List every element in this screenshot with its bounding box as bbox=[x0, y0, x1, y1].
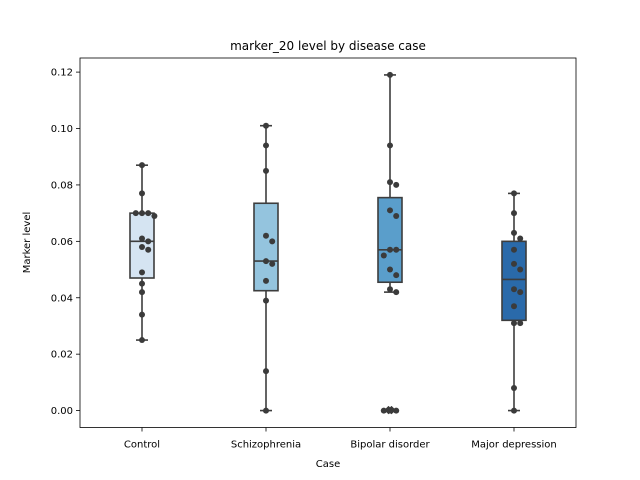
data-point bbox=[263, 297, 269, 304]
data-point bbox=[511, 303, 517, 310]
data-point bbox=[511, 260, 517, 267]
box-1 bbox=[253, 124, 279, 412]
y-tick-label: 0.10 bbox=[51, 124, 73, 135]
data-point bbox=[380, 252, 387, 259]
data-point bbox=[139, 311, 145, 318]
data-point bbox=[139, 269, 145, 276]
swarm-0 bbox=[132, 162, 158, 344]
data-point bbox=[511, 190, 517, 197]
data-point bbox=[517, 235, 524, 242]
data-point bbox=[387, 142, 393, 149]
data-point bbox=[263, 167, 269, 174]
data-point bbox=[263, 277, 269, 284]
swarm-3 bbox=[511, 190, 524, 414]
chart-title: marker_20 level by disease case bbox=[230, 39, 426, 53]
data-point bbox=[517, 320, 524, 327]
y-axis-title: Marker level bbox=[22, 212, 33, 274]
y-tick-label: 0.12 bbox=[51, 68, 73, 79]
x-tick-label: Control bbox=[124, 440, 160, 451]
data-point bbox=[393, 212, 400, 219]
data-point bbox=[387, 207, 393, 214]
data-point bbox=[139, 235, 145, 242]
data-point bbox=[511, 286, 517, 293]
data-point bbox=[269, 238, 276, 245]
data-point bbox=[393, 289, 400, 296]
data-point bbox=[139, 280, 145, 287]
data-point bbox=[263, 407, 269, 414]
data-point bbox=[511, 229, 517, 236]
iqr-box bbox=[253, 202, 279, 292]
swarm-1 bbox=[263, 122, 276, 414]
data-point bbox=[511, 385, 517, 392]
data-point bbox=[511, 246, 517, 253]
data-point bbox=[393, 272, 400, 279]
data-point bbox=[263, 258, 269, 265]
data-point bbox=[139, 190, 145, 197]
data-point bbox=[387, 286, 393, 293]
data-point bbox=[145, 238, 152, 245]
data-point bbox=[393, 246, 400, 253]
data-point bbox=[263, 368, 269, 375]
data-point bbox=[263, 142, 269, 149]
x-axis-title: Case bbox=[316, 459, 340, 470]
data-point bbox=[387, 407, 393, 414]
data-point bbox=[145, 210, 152, 217]
data-point bbox=[387, 179, 393, 186]
data-point bbox=[393, 181, 400, 188]
swarm-2 bbox=[380, 71, 400, 414]
data-point bbox=[139, 162, 145, 169]
data-point bbox=[139, 337, 145, 344]
data-point bbox=[139, 289, 145, 296]
data-point bbox=[511, 407, 517, 414]
plot-area bbox=[129, 71, 527, 415]
data-point bbox=[269, 260, 276, 267]
x-tick-label: Major depression bbox=[471, 440, 557, 451]
data-point bbox=[139, 210, 145, 217]
data-point bbox=[393, 407, 400, 414]
data-point bbox=[387, 266, 393, 273]
y-tick-label: 0.04 bbox=[51, 293, 73, 304]
data-point bbox=[263, 232, 269, 239]
y-tick-label: 0.06 bbox=[51, 237, 73, 248]
y-tick-label: 0.08 bbox=[51, 180, 73, 191]
data-point bbox=[145, 246, 152, 253]
data-point bbox=[151, 212, 158, 219]
plot-frame bbox=[79, 57, 577, 428]
data-point bbox=[263, 122, 269, 129]
y-tick-label: 0.02 bbox=[51, 350, 73, 361]
data-point bbox=[139, 243, 145, 250]
data-point bbox=[511, 210, 517, 217]
data-point bbox=[132, 210, 139, 217]
y-tick-label: 0.00 bbox=[51, 406, 73, 417]
data-point bbox=[511, 320, 517, 327]
data-point bbox=[380, 407, 387, 414]
data-point bbox=[387, 246, 393, 253]
data-point bbox=[517, 289, 524, 296]
x-tick-label: Schizophrenia bbox=[231, 440, 301, 451]
data-point bbox=[517, 266, 524, 273]
x-tick-label: Bipolar disorder bbox=[350, 440, 430, 451]
data-point bbox=[387, 71, 393, 78]
